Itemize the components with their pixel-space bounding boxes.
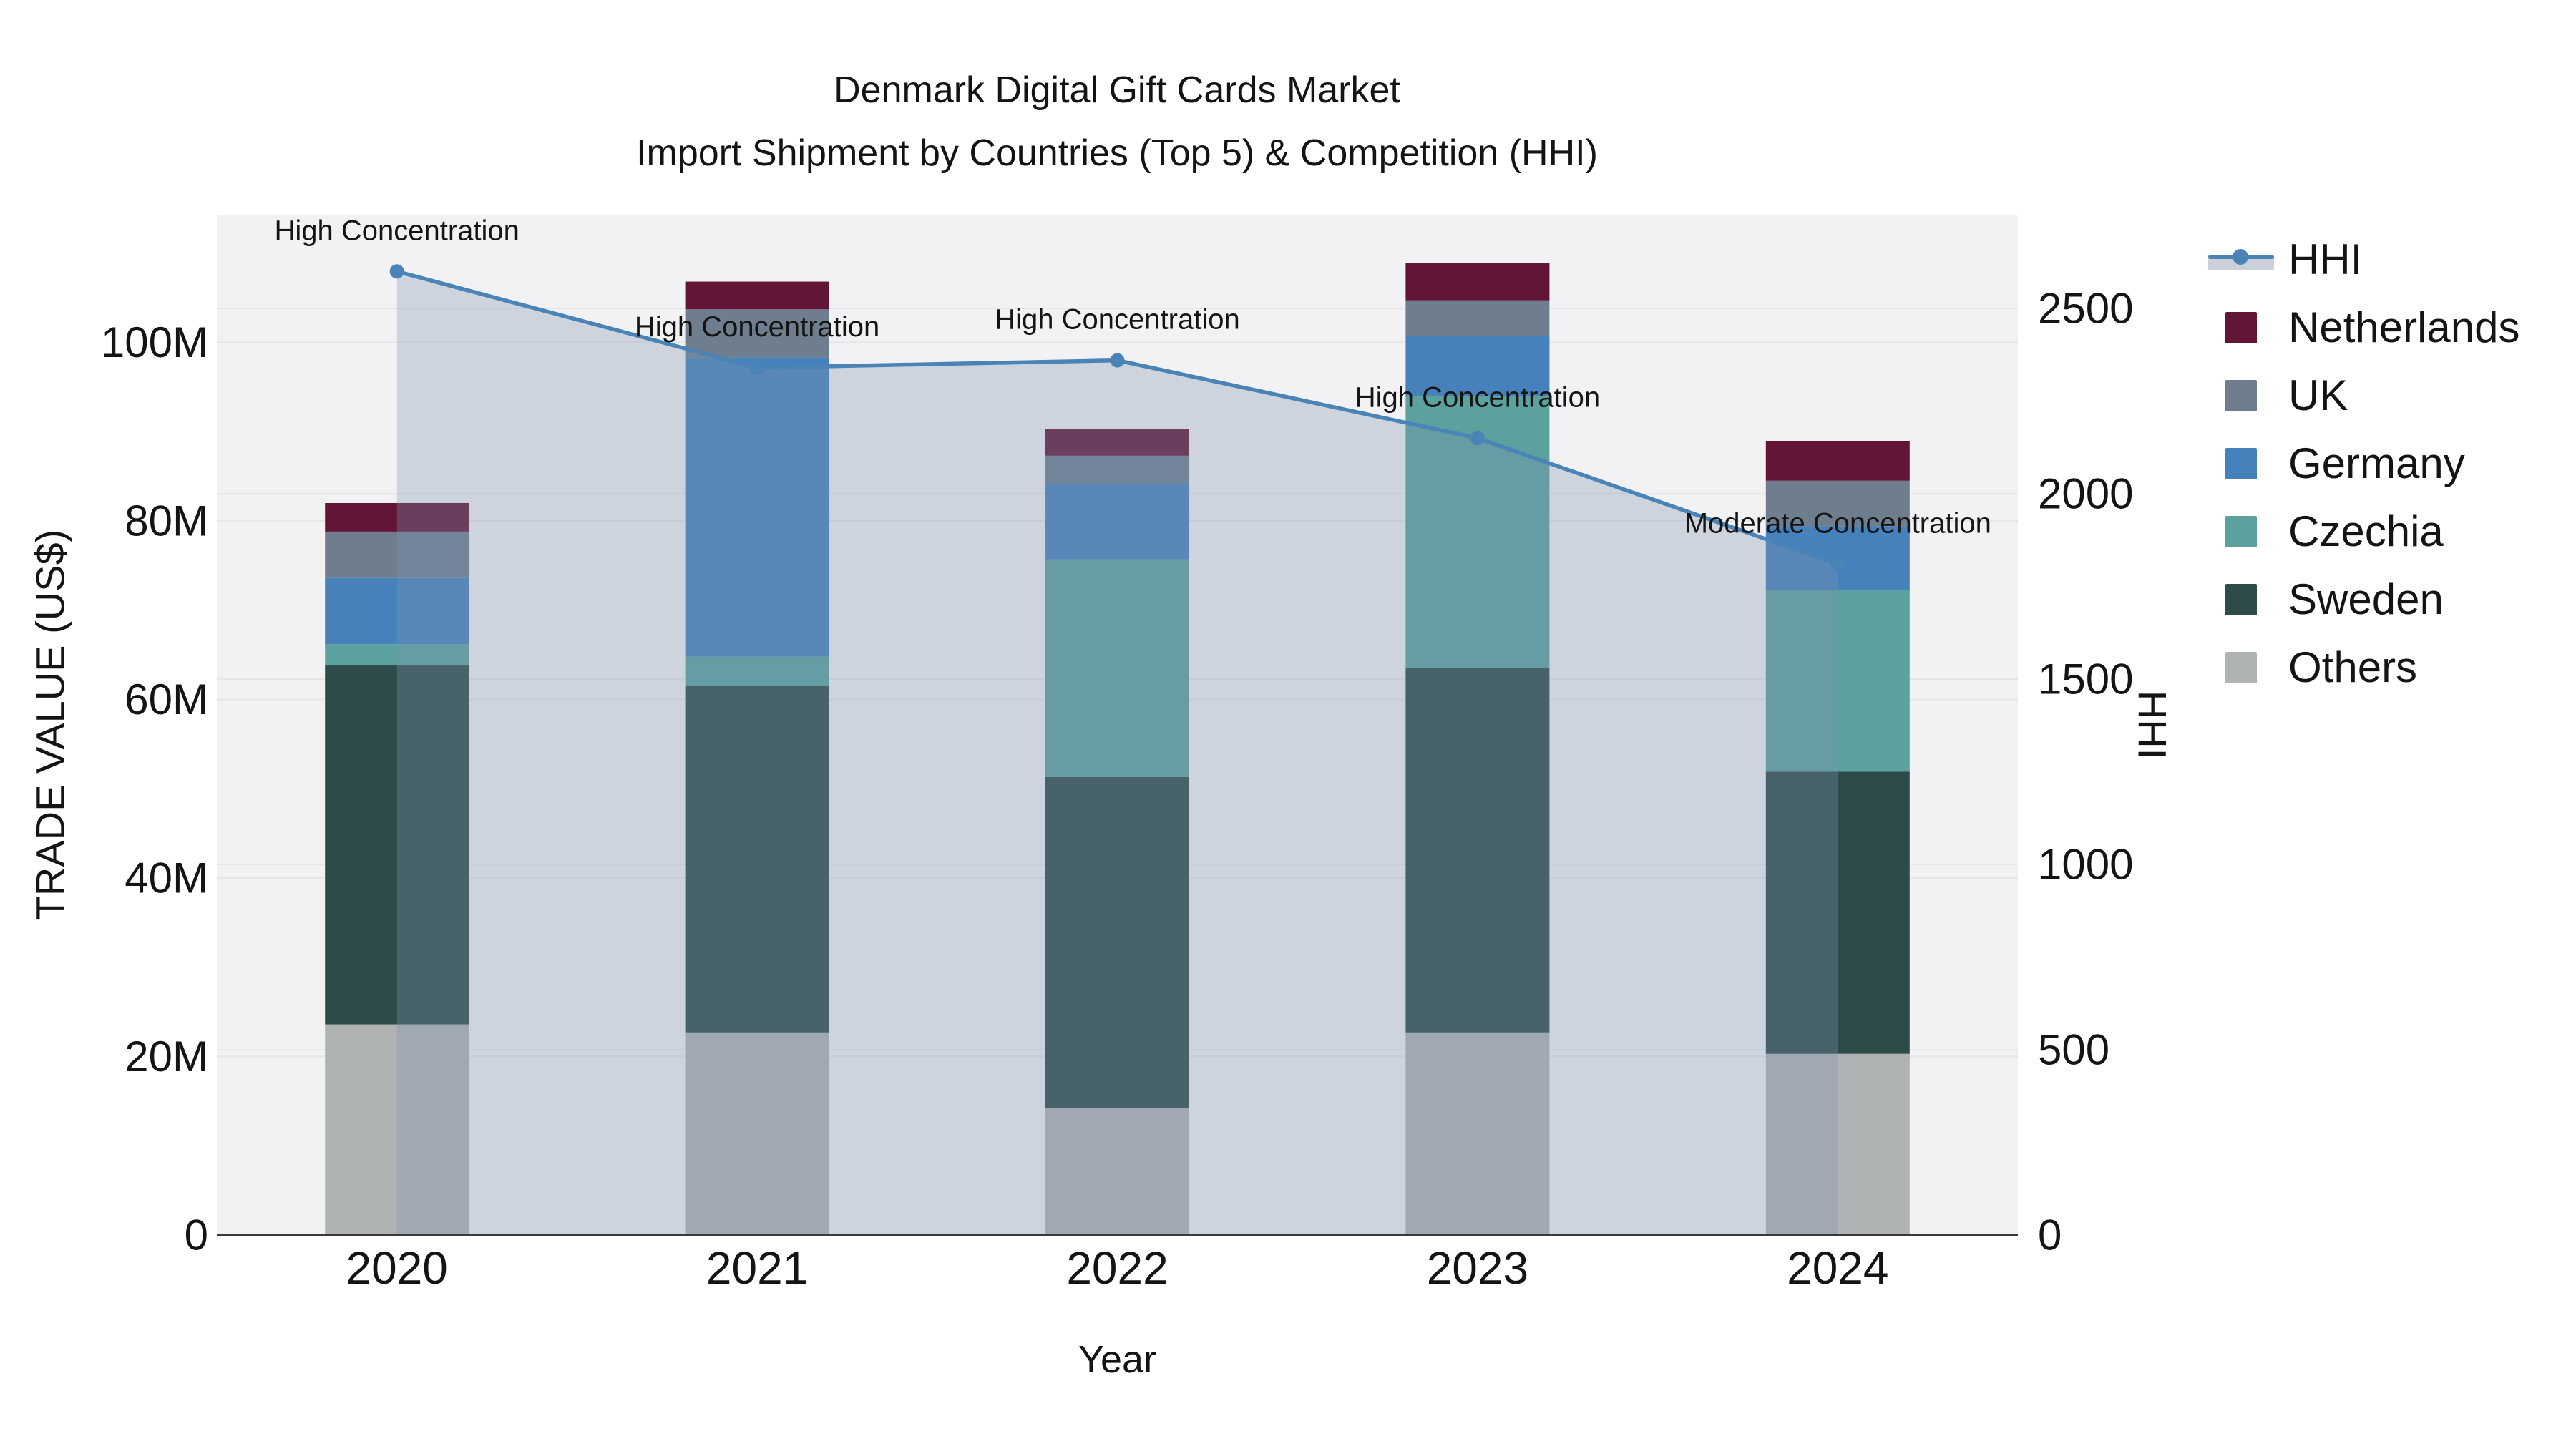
legend-swatch-germany-icon — [2225, 447, 2257, 479]
bar-segment-uk-2021 — [685, 309, 829, 358]
legend-item-uk[interactable]: UK — [2208, 361, 2520, 429]
legend-swatch-uk-icon — [2225, 379, 2257, 411]
annotation-2022: High Concentration — [995, 304, 1239, 336]
legend-swatch-others — [2208, 651, 2288, 683]
hhi-area-fill — [396, 271, 1838, 1236]
x-tick-2024: 2024 — [1787, 1242, 1888, 1294]
bar-segment-others-2023 — [1405, 1032, 1550, 1235]
y-left-tick-100M: 100M — [101, 318, 208, 366]
chart-title-line1: Denmark Digital Gift Cards Market — [834, 69, 1400, 111]
legend-label-others: Others — [2288, 643, 2418, 691]
y-left-axis-title: TRADE VALUE (US$) — [28, 530, 73, 921]
y-right-tick-1500: 1500 — [2038, 655, 2133, 703]
bar-segment-uk-2020 — [325, 531, 469, 578]
hhi-point-2024 — [1830, 557, 1845, 572]
legend-item-czechia[interactable]: Czechia — [2208, 497, 2520, 565]
hhi-marker-icon — [2233, 248, 2248, 265]
y-left-tick-20M: 20M — [125, 1033, 208, 1080]
chart-title-line2: Import Shipment by Countries (Top 5) & C… — [636, 132, 1598, 174]
y-right-tick-2000: 2000 — [2038, 470, 2133, 518]
legend-swatch-czechia — [2208, 515, 2288, 547]
annotation-2020: High Concentration — [274, 215, 519, 246]
legend-label-uk: UK — [2288, 371, 2348, 419]
bar-segment-uk-2024 — [1765, 480, 1910, 527]
bar-segment-germany-2023 — [1405, 336, 1550, 396]
legend-label-hhi: HHI — [2288, 235, 2363, 283]
legend-swatch-czechia-icon — [2225, 515, 2257, 547]
legend-swatch-uk — [2208, 379, 2288, 411]
legend-item-netherlands[interactable]: Netherlands — [2208, 293, 2520, 361]
bar-segment-netherlands-2024 — [1765, 441, 1910, 481]
y-left-tick-80M: 80M — [125, 497, 208, 545]
legend: HHI Netherlands UK Germany Czechia Sweden Othe… — [2208, 225, 2520, 701]
hhi-point-2021 — [750, 360, 765, 375]
bar-segment-netherlands-2020 — [325, 502, 469, 532]
bar-segment-netherlands-2021 — [685, 281, 829, 310]
bar-segment-sweden-2024 — [1765, 771, 1910, 1054]
chart-title-block: Denmark Digital Gift Cards Market Import… — [0, 59, 2234, 185]
y-left-tick-40M: 40M — [125, 854, 208, 902]
bar-segment-sweden-2021 — [685, 686, 829, 1033]
y-right-tick-1000: 1000 — [2038, 841, 2133, 889]
hhi-line-sample-icon — [2208, 248, 2274, 272]
legend-swatch-germany — [2208, 447, 2288, 479]
legend-swatch-netherlands-icon — [2225, 311, 2257, 343]
x-tick-2021: 2021 — [706, 1242, 808, 1294]
bar-segment-sweden-2020 — [325, 665, 469, 1025]
bar-segment-czechia-2022 — [1045, 559, 1189, 777]
bar-segment-uk-2022 — [1045, 455, 1189, 484]
legend-swatch-others-icon — [2225, 651, 2257, 683]
annotation-2023: High Concentration — [1355, 381, 1600, 413]
bar-segment-others-2020 — [325, 1024, 469, 1235]
bar-segment-germany-2022 — [1045, 483, 1189, 560]
legend-label-czechia: Czechia — [2288, 507, 2444, 555]
legend-label-netherlands: Netherlands — [2288, 303, 2520, 351]
y-right-axis-title: HHI — [2130, 691, 2175, 759]
bar-segment-others-2024 — [1765, 1053, 1910, 1235]
legend-item-sweden[interactable]: Sweden — [2208, 565, 2520, 633]
bar-segment-netherlands-2022 — [1045, 429, 1189, 456]
bar-segment-sweden-2022 — [1045, 776, 1189, 1108]
bar-segment-czechia-2024 — [1765, 589, 1910, 772]
legend-item-germany[interactable]: Germany — [2208, 429, 2520, 497]
bar-segment-czechia-2021 — [685, 656, 829, 686]
x-tick-2020: 2020 — [346, 1242, 448, 1294]
y-left-tick-60M: 60M — [125, 675, 208, 723]
x-tick-2023: 2023 — [1427, 1242, 1528, 1294]
hhi-point-2023 — [1470, 431, 1485, 446]
bar-segment-netherlands-2023 — [1405, 263, 1550, 301]
legend-label-sweden: Sweden — [2288, 575, 2444, 623]
y-right-tick-2500: 2500 — [2038, 285, 2133, 333]
hhi-line-sample-icon — [2208, 248, 2288, 272]
legend-swatch-netherlands — [2208, 311, 2288, 343]
annotation-2024: Moderate Concentration — [1684, 507, 1991, 539]
legend-swatch-sweden — [2208, 583, 2288, 615]
bar-segment-sweden-2023 — [1405, 668, 1550, 1033]
legend-item-hhi[interactable]: HHI — [2208, 225, 2520, 293]
y-right-tick-0: 0 — [2038, 1211, 2062, 1259]
legend-label-germany: Germany — [2288, 439, 2465, 487]
hhi-point-2020 — [389, 264, 404, 279]
bar-segment-uk-2023 — [1405, 300, 1550, 336]
x-tick-2022: 2022 — [1066, 1242, 1168, 1294]
y-left-tick-0: 0 — [185, 1211, 208, 1259]
y-right-tick-500: 500 — [2038, 1026, 2109, 1074]
bar-segment-germany-2021 — [685, 357, 829, 657]
x-axis-title: Year — [1078, 1338, 1156, 1381]
legend-item-others[interactable]: Others — [2208, 633, 2520, 701]
legend-swatch-sweden-icon — [2225, 583, 2257, 615]
bar-segment-others-2022 — [1045, 1108, 1189, 1235]
annotation-2021: High Concentration — [635, 311, 879, 343]
bar-segment-others-2021 — [685, 1032, 829, 1235]
hhi-point-2022 — [1110, 353, 1125, 368]
bar-segment-czechia-2020 — [325, 644, 469, 666]
bar-segment-germany-2020 — [325, 577, 469, 645]
